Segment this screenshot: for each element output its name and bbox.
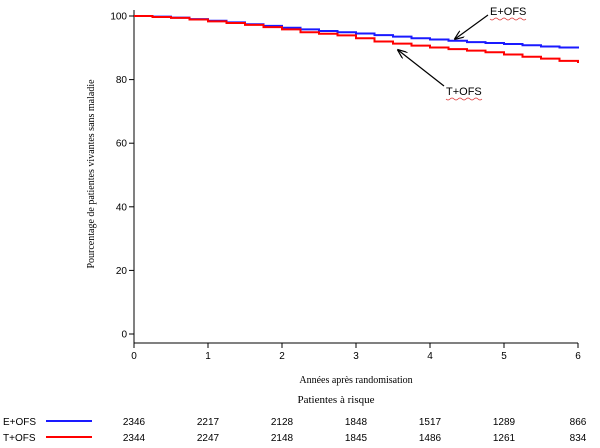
x-tick-label-2: 2 [279,351,285,362]
risk-cell-t-ofs-4: 1486 [419,433,442,444]
x-tick-label-3: 3 [353,351,359,362]
series-line-t-ofs [134,15,579,64]
risk-cell-e-ofs-6: 866 [570,417,587,428]
x-tick-label-1: 1 [205,351,211,362]
risk-cell-e-ofs-5: 1289 [493,417,516,428]
y-tick-label-20: 20 [116,266,128,277]
y-tick-label-80: 80 [116,75,128,86]
series-lines [134,15,579,64]
y-tick-label-0: 0 [121,330,127,341]
y-tick-label-40: 40 [116,202,128,213]
y-axis-title: Pourcentage de patientes vivantes sans m… [86,79,97,269]
series-line-e-ofs [134,15,579,49]
x-tick-label-0: 0 [131,351,137,362]
risk-cell-t-ofs-5: 1261 [493,433,516,444]
annotation-e-ofs-label: E+OFS [490,6,526,18]
annotation-t-ofs-squiggle [445,97,483,101]
x-tick-label-5: 5 [501,351,507,362]
risk-cell-t-ofs-1: 2247 [197,433,220,444]
x-axis-title: Années après randomisation [299,375,412,386]
plot-area [133,10,578,344]
risk-cell-e-ofs-0: 2346 [123,417,146,428]
risk-cell-t-ofs-6: 834 [570,433,587,444]
curve-annotations: E+OFS T+OFS [398,6,527,101]
y-axis-ticks: 0 20 40 60 80 100 [110,12,134,341]
risk-cell-e-ofs-3: 1848 [345,417,368,428]
risk-row-label-e-ofs: E+OFS [3,417,36,428]
x-axis-ticks: 0 1 2 3 4 5 6 [131,343,581,362]
risk-cell-e-ofs-4: 1517 [419,417,442,428]
x-tick-label-6: 6 [575,351,581,362]
risk-cell-t-ofs-0: 2344 [123,433,146,444]
risk-row-label-t-ofs: T+OFS [3,433,36,444]
risk-cell-t-ofs-2: 2148 [271,433,294,444]
x-tick-label-4: 4 [427,351,433,362]
risk-cell-t-ofs-3: 1845 [345,433,368,444]
annotation-e-ofs-arrow [455,14,489,39]
annotation-t-ofs-arrow [398,50,445,87]
y-tick-label-60: 60 [116,139,128,150]
annotation-e-ofs-squiggle [489,17,527,21]
risk-cell-e-ofs-1: 2217 [197,417,220,428]
risk-table: E+OFS 2346 2217 2128 1848 1517 1289 866 T+OFS 234… [3,417,587,444]
risk-table-title: Patientes à risque [298,394,375,406]
y-tick-label-100: 100 [110,12,127,23]
annotation-t-ofs-label: T+OFS [446,86,482,98]
risk-cell-e-ofs-2: 2128 [271,417,294,428]
